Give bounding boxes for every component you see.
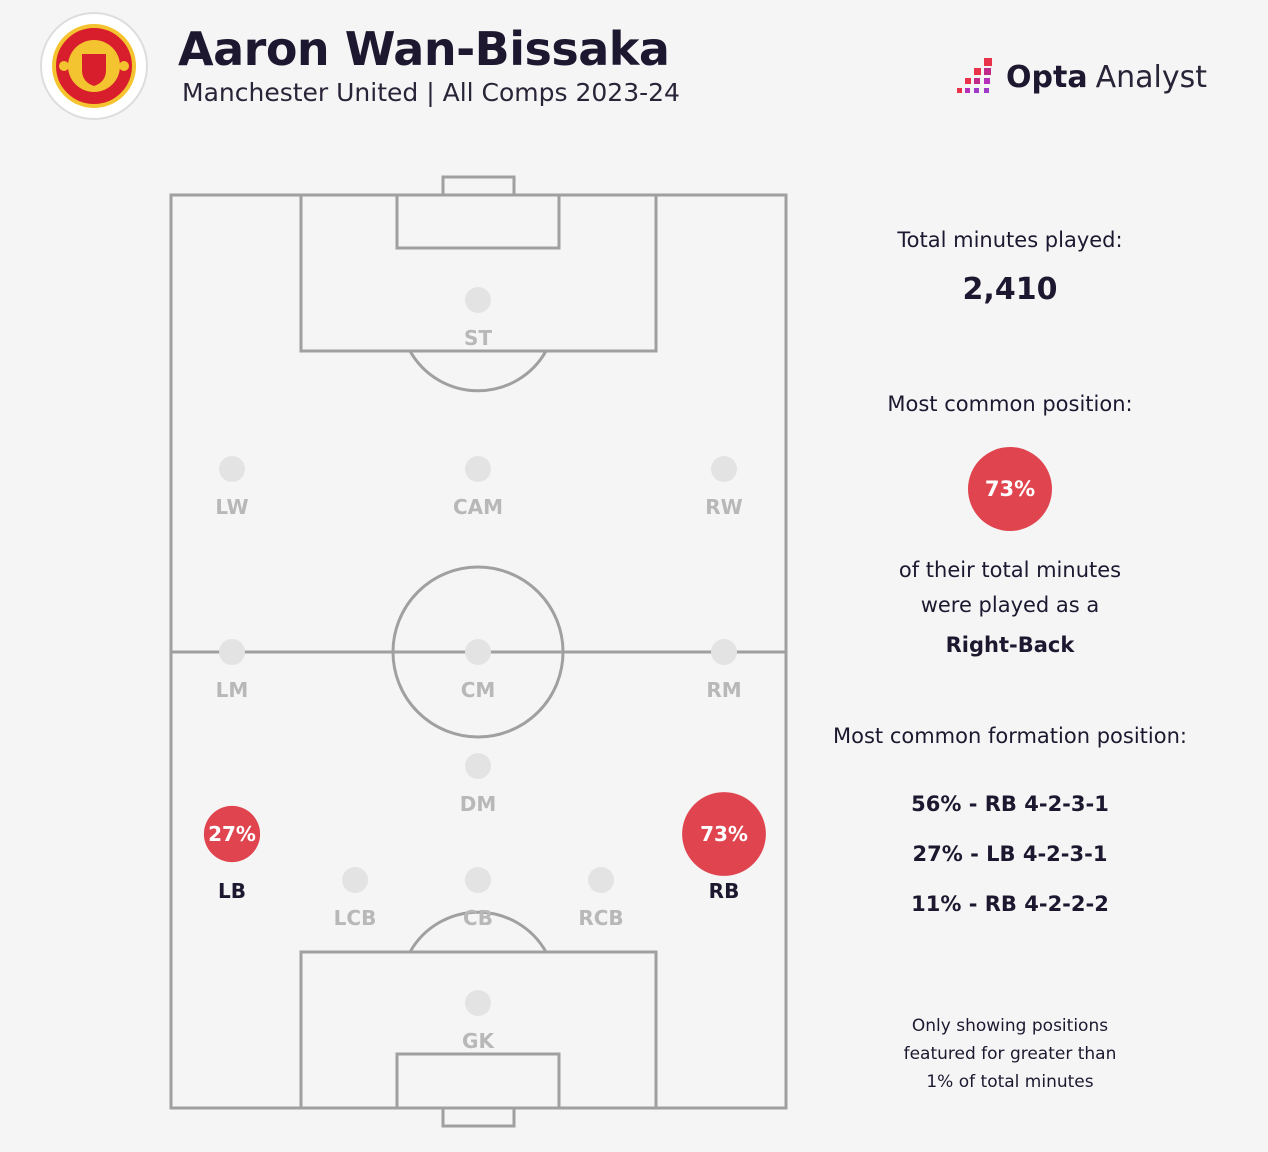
position-dot-rb [682, 792, 766, 876]
formation-label: Most common formation position: [833, 724, 1187, 748]
formation-item: 11% - RB 4-2-2-2 [911, 892, 1109, 916]
pitch-lines [169, 175, 788, 1128]
position-label-rcb: RCB [578, 906, 623, 930]
position-label-rm: RM [706, 678, 741, 702]
position-dot-gk [465, 990, 491, 1016]
footnote-line: 1% of total minutes [926, 1072, 1094, 1092]
footnote-line: featured for greater than [903, 1044, 1117, 1064]
position-dot-cm [465, 639, 491, 665]
position-label-dm: DM [460, 792, 497, 816]
position-dot-rcb [588, 867, 614, 893]
common-position-name: Right-Back [945, 633, 1075, 657]
common-position-label: Most common position: [887, 392, 1133, 416]
opta-logo-icon [957, 58, 992, 93]
position-label-lm: LM [216, 678, 249, 702]
brand-name-light: Analyst [1095, 59, 1207, 95]
page-subtitle: Manchester United | All Comps 2023-24 [182, 78, 680, 107]
position-dot-st [465, 287, 491, 313]
footnote: Only showing positions featured for grea… [820, 1012, 1200, 1096]
minutes-value: 2,410 [962, 272, 1058, 307]
position-label-cb: CB [463, 906, 493, 930]
club-crest [40, 12, 148, 120]
position-dot-lw [219, 456, 245, 482]
position-dot-lb [203, 805, 261, 863]
minutes-label: Total minutes played: [820, 228, 1200, 252]
position-label-lb: LB [218, 879, 246, 903]
crest-icon [52, 24, 136, 108]
brand-name-bold: Opta [1006, 59, 1088, 95]
position-label-rw: RW [705, 495, 742, 519]
page-title: Aaron Wan-Bissaka [178, 22, 670, 76]
position-label-lcb: LCB [334, 906, 377, 930]
position-label-gk: GK [462, 1029, 495, 1053]
minutes-label-text: Total minutes played: [897, 228, 1123, 252]
position-dot-cam [465, 456, 491, 482]
position-share-lb: 27% [208, 822, 256, 846]
position-dot-dm [465, 753, 491, 779]
position-label-st: ST [464, 326, 492, 350]
position-share-rb: 73% [700, 822, 748, 846]
position-label-cm: CM [461, 678, 496, 702]
formation-item: 56% - RB 4-2-3-1 [911, 792, 1109, 816]
position-dot-rm [711, 639, 737, 665]
footnote-line: Only showing positions [911, 1016, 1109, 1036]
common-text-1: of their total minutes [898, 558, 1122, 582]
common-share: 73% [968, 447, 1052, 531]
position-dot-lcb [342, 867, 368, 893]
brand-logo: Opta Analyst [956, 56, 1207, 98]
position-dot-cb [465, 867, 491, 893]
position-label-rb: RB [709, 879, 740, 903]
position-dot-rw [711, 456, 737, 482]
position-label-lw: LW [215, 495, 248, 519]
pitch-diagram: ST LW CAM RW LM CM RM DM 27% LB 73% RB LCB CB RCB GK [169, 175, 788, 1128]
common-position-badge: 73% [820, 447, 1200, 531]
position-label-cam: CAM [453, 495, 503, 519]
formation-item: 27% - LB 4-2-3-1 [912, 842, 1108, 866]
position-dot-lm [219, 639, 245, 665]
common-text-2: were played as a [920, 593, 1100, 617]
